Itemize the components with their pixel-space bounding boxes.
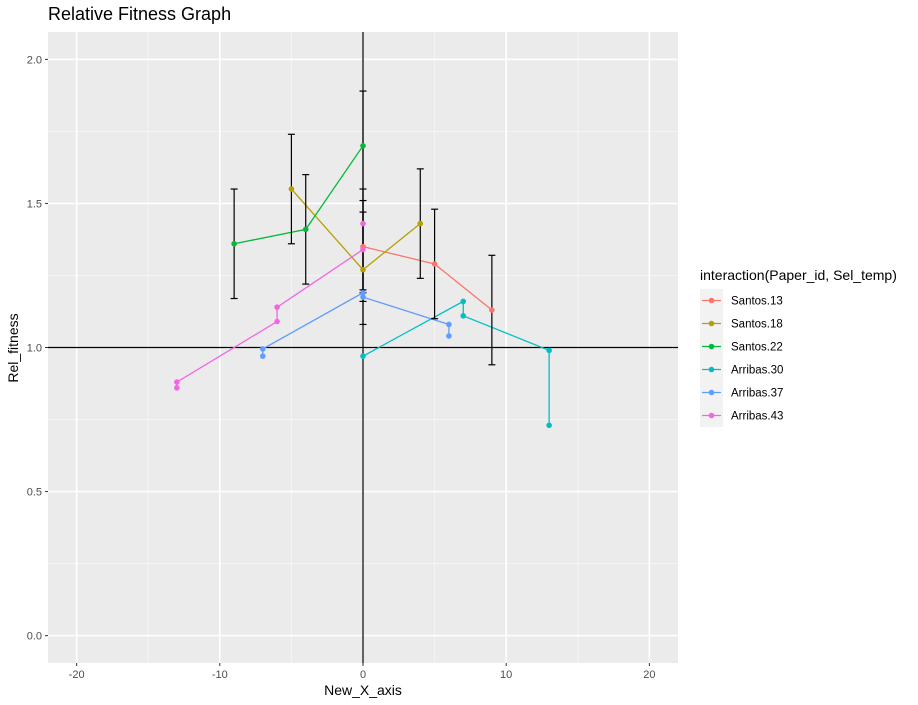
data-point-arribas-43 (274, 304, 280, 310)
x-tick-label: 10 (500, 669, 512, 681)
chart-title: Relative Fitness Graph (48, 4, 231, 24)
data-point-santos-13 (489, 307, 495, 313)
legend-item-santos-13: Santos.13 (702, 296, 783, 308)
data-point-santos-18 (417, 220, 424, 227)
legend-item-santos-22: Santos.22 (702, 342, 783, 354)
legend-key-point (708, 343, 715, 350)
y-tick-label: 0.0 (27, 631, 42, 643)
data-point-arribas-30 (360, 353, 366, 359)
legend-key-point (708, 389, 715, 396)
data-point-arribas-37 (360, 289, 366, 296)
legend-title: interaction(Paper_id, Sel_temp) (700, 267, 897, 283)
data-point-arribas-37 (446, 333, 452, 339)
y-tick-label: 1.0 (27, 343, 42, 355)
legend-item-arribas-30: Arribas.30 (702, 365, 783, 377)
legend: interaction(Paper_id, Sel_temp) Santos.1… (700, 267, 897, 427)
legend-key-point (708, 412, 715, 419)
legend-item-arribas-37: Arribas.37 (702, 388, 783, 400)
legend-items: Santos.13 Santos.18 Santos.22 Arribas.30 Arr… (700, 289, 783, 427)
legend-item-santos-18: Santos.18 (702, 319, 783, 331)
data-point-santos-22 (302, 226, 309, 233)
legend-key-point (708, 297, 715, 304)
legend-label: Arribas.30 (731, 365, 783, 377)
x-axis-ticks: -20 -10 0 10 20 (69, 663, 655, 681)
legend-key-point (708, 320, 715, 327)
data-point-santos-22 (231, 240, 237, 247)
data-point-santos-22 (360, 143, 366, 149)
y-axis-title: Rel_fitness (5, 313, 21, 382)
data-point-arribas-37 (360, 294, 366, 300)
legend-item-arribas-43: Arribas.43 (702, 411, 783, 423)
data-point-arribas-30 (546, 422, 552, 429)
y-axis-ticks: 0.0 0.5 1.0 1.5 2.0 (27, 54, 48, 643)
data-point-arribas-30 (546, 347, 552, 354)
legend-key-point (708, 366, 715, 373)
x-axis-title: New_X_axis (324, 682, 402, 698)
data-point-santos-18 (360, 266, 366, 273)
data-point-santos-13 (431, 261, 438, 267)
legend-label: Santos.18 (731, 319, 783, 331)
data-point-arribas-37 (446, 321, 452, 328)
data-point-arribas-37 (259, 346, 266, 352)
data-point-arribas-37 (259, 353, 266, 359)
data-point-santos-18 (288, 186, 295, 192)
legend-label: Arribas.37 (731, 388, 783, 400)
data-point-arribas-30 (460, 298, 467, 305)
legend-label: Santos.13 (731, 296, 783, 308)
y-tick-label: 0.5 (27, 487, 42, 499)
legend-label: Arribas.43 (731, 411, 783, 423)
y-tick-label: 2.0 (27, 54, 42, 66)
data-point-arribas-43 (274, 318, 280, 325)
data-point-arribas-43 (174, 379, 180, 385)
x-tick-label: 20 (643, 669, 655, 681)
series-points (174, 143, 552, 429)
data-point-arribas-30 (460, 313, 467, 319)
x-tick-label: 0 (360, 669, 366, 681)
x-tick-label: -10 (212, 669, 228, 681)
legend-label: Santos.22 (731, 342, 783, 354)
x-tick-label: -20 (69, 669, 85, 681)
data-point-arribas-43 (360, 220, 366, 227)
legend-key-background (700, 289, 723, 427)
y-tick-label: 1.5 (27, 198, 42, 210)
data-point-arribas-43 (174, 385, 180, 391)
data-point-arribas-43 (360, 246, 366, 253)
